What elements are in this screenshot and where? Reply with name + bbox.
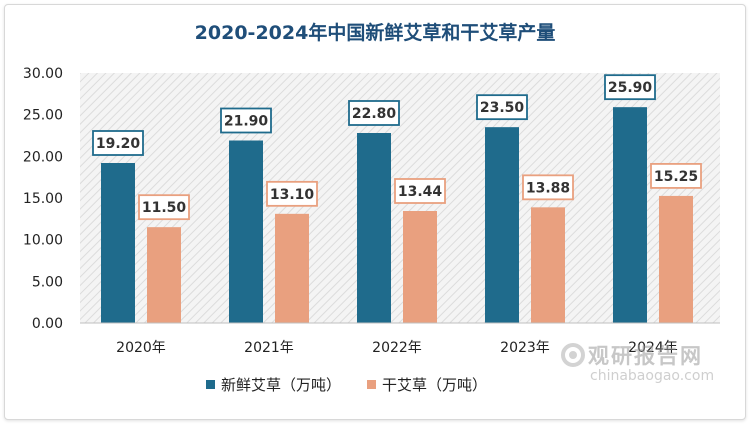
bar-fresh: [357, 133, 391, 323]
legend: 新鲜艾草（万吨） 干艾草（万吨）: [196, 371, 497, 397]
y-tick-label: 10.00: [23, 233, 63, 249]
bar-fresh: [229, 140, 263, 323]
bar-dried: [403, 211, 437, 323]
bar-dried: [531, 207, 565, 323]
data-label-box: [476, 94, 528, 121]
data-label-box: [266, 180, 318, 207]
bar-fresh: [613, 107, 647, 324]
y-tick-label: 25.00: [23, 108, 63, 124]
y-tick-label: 0.00: [32, 316, 63, 332]
bar-fresh: [485, 127, 519, 324]
data-label: 21.90: [224, 114, 269, 130]
data-label: 22.80: [352, 106, 397, 122]
data-label-box: [348, 100, 400, 126]
bar-dried: [275, 213, 309, 323]
x-tick-label: 2024年: [628, 340, 678, 356]
data-label-box: [522, 174, 574, 201]
data-labels: 19.20 11.50 21.90 13.10 22.80 13.44 23.50 13.88…: [92, 74, 702, 221]
data-label: 11.50: [142, 200, 187, 216]
bar-dried: [659, 195, 693, 323]
legend-item-fresh: 新鲜艾草（万吨）: [206, 374, 341, 395]
data-label-box: [138, 194, 190, 221]
data-label: 13.10: [270, 187, 315, 203]
x-tick-label: 2023年: [500, 340, 550, 356]
y-tick-label: 5.00: [32, 274, 63, 290]
y-tick-label: 20.00: [23, 149, 63, 165]
data-label-box: [220, 107, 272, 134]
data-label: 25.90: [608, 80, 653, 96]
x-axis: 2020年 2021年 2022年 2023年 2024年: [80, 322, 720, 356]
data-label: 13.88: [526, 180, 570, 196]
watermark: 观研报告网 chinabaogao.com: [560, 338, 730, 388]
watermark-logo-icon: [561, 343, 585, 367]
bars: [101, 107, 693, 324]
data-label: 13.44: [398, 184, 443, 200]
x-tick-label: 2021年: [244, 340, 294, 356]
data-label-box: [650, 163, 702, 189]
legend-item-dried: 干艾草（万吨）: [367, 374, 487, 395]
y-tick-label: 30.00: [23, 66, 63, 82]
legend-swatch-dried: [367, 379, 377, 389]
y-axis: 0.00 5.00 10.00 15.00 20.00 25.00 30.00: [23, 66, 63, 332]
data-label-box: [394, 178, 446, 204]
legend-swatch-fresh: [206, 379, 215, 389]
bar-dried: [147, 227, 181, 323]
data-label-box: [604, 74, 656, 101]
data-label: 19.20: [96, 136, 141, 152]
watermark-name: 观研报告网: [588, 344, 703, 368]
bar-fresh: [101, 163, 135, 323]
data-label: 15.25: [654, 169, 698, 185]
chart-title: 2020-2024年中国新鲜艾草和干艾草产量: [195, 21, 556, 44]
data-label-box: [92, 130, 144, 156]
y-tick-label: 15.00: [23, 191, 63, 207]
legend-label-fresh: 新鲜艾草（万吨）: [221, 375, 342, 394]
legend-label-dried: 干艾草（万吨）: [382, 375, 488, 394]
x-tick-label: 2020年: [116, 340, 166, 356]
x-tick-label: 2022年: [372, 340, 422, 356]
data-label: 23.50: [480, 100, 525, 116]
watermark-url: chinabaogao.com: [590, 368, 715, 384]
